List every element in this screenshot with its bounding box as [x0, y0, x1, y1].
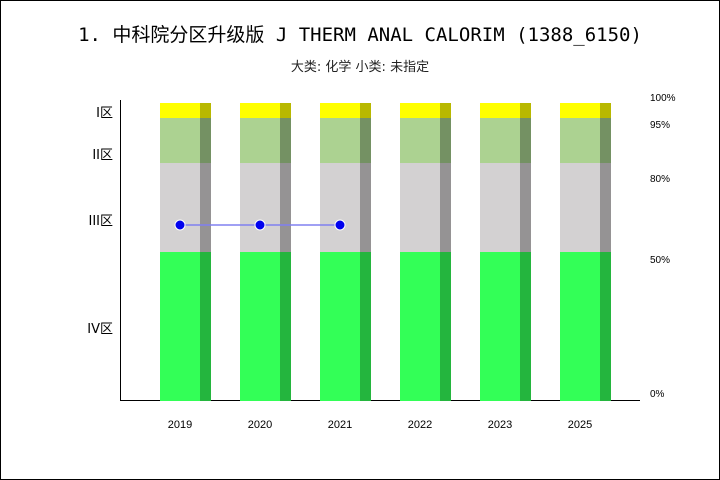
bar-2019 — [160, 103, 211, 401]
bar-side — [600, 162, 611, 252]
bar-segment — [160, 162, 200, 252]
bar-side — [280, 103, 291, 118]
bar-segment — [160, 103, 200, 118]
bar-segment — [480, 252, 520, 401]
bar-side — [360, 117, 371, 163]
bar-segment — [240, 103, 280, 118]
bar-segment — [560, 103, 600, 118]
chart-subtitle: 大类: 化学 小类: 未指定 — [290, 60, 430, 75]
bar-segment — [320, 162, 360, 252]
bar-side — [280, 252, 291, 401]
bar-side — [520, 117, 531, 163]
bar-segment — [320, 252, 360, 401]
bar-segment — [480, 162, 520, 252]
bar-segment — [240, 117, 280, 163]
x-tick-label: 2025 — [567, 419, 593, 431]
bar-segment — [160, 117, 200, 163]
chart-title: 1. 中科院分区升级版 J THERM ANAL CALORIM (1388_6… — [78, 24, 642, 46]
bar-side — [200, 117, 211, 163]
bar-side — [440, 252, 451, 401]
bar-side — [600, 252, 611, 401]
bar-side — [440, 117, 451, 163]
x-tick-label: 2023 — [487, 419, 513, 431]
bar-side — [280, 117, 291, 163]
bar-segment — [160, 252, 200, 401]
bar-segment — [400, 103, 440, 118]
bar-segment — [560, 162, 600, 252]
pct-label-95: 95% — [650, 120, 671, 131]
x-tick-label: 2020 — [247, 419, 273, 431]
data-point-marker — [254, 219, 266, 231]
bar-segment — [560, 117, 600, 163]
bar-segment — [560, 252, 600, 401]
bar-segment — [400, 252, 440, 401]
bar-side — [520, 252, 531, 401]
bar-side — [600, 117, 611, 163]
data-point-marker — [174, 219, 186, 231]
bar-side — [280, 162, 291, 252]
zone-label-4: IV区 — [87, 322, 113, 337]
bar-segment — [240, 252, 280, 401]
x-tick-label: 2021 — [327, 419, 353, 431]
bar-2022 — [400, 103, 451, 401]
data-point-marker — [334, 219, 346, 231]
bar-side — [360, 162, 371, 252]
pct-label-50: 50% — [650, 255, 671, 266]
bar-side — [600, 103, 611, 118]
bar-segment — [480, 117, 520, 163]
x-axis-line — [120, 400, 640, 401]
bar-side — [200, 162, 211, 252]
bar-2021 — [320, 103, 371, 401]
pct-label-0: 0% — [650, 389, 665, 400]
bar-2023 — [480, 103, 531, 401]
pct-label-80: 80% — [650, 174, 671, 185]
zone-label-3: III区 — [88, 214, 113, 229]
bar-segment — [240, 162, 280, 252]
bar-segment — [400, 117, 440, 163]
x-tick-label: 2019 — [167, 419, 193, 431]
zone-label-1: I区 — [96, 106, 113, 121]
bar-side — [520, 103, 531, 118]
bar-side — [360, 252, 371, 401]
bar-segment — [320, 117, 360, 163]
bar-side — [200, 252, 211, 401]
bar-side — [360, 103, 371, 118]
bar-side — [200, 103, 211, 118]
zone-label-2: II区 — [92, 148, 113, 163]
bar-side — [440, 162, 451, 252]
bar-segment — [320, 103, 360, 118]
bar-2020 — [240, 103, 291, 401]
pct-label-100: 100% — [650, 93, 676, 104]
x-tick-label: 2022 — [407, 419, 433, 431]
bar-2025 — [560, 103, 611, 401]
bar-side — [440, 103, 451, 118]
bar-side — [520, 162, 531, 252]
y-axis-line — [120, 100, 121, 401]
bar-segment — [400, 162, 440, 252]
bar-segment — [480, 103, 520, 118]
